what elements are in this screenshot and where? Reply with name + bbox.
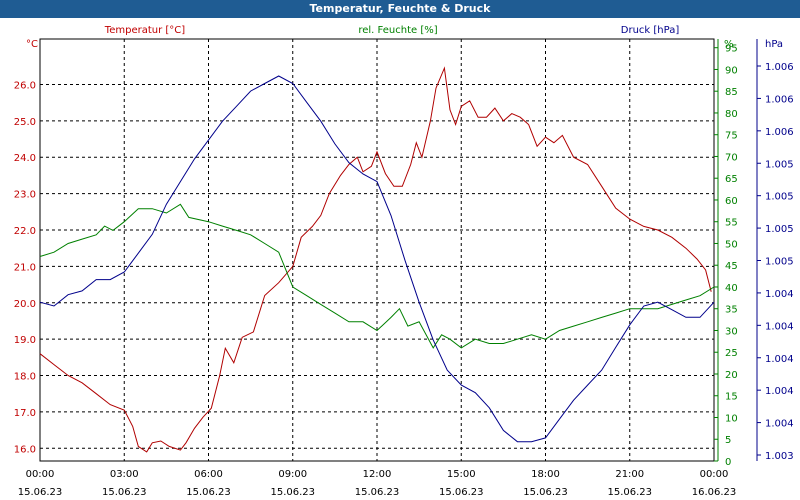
y-right1-tick: 5 — [725, 435, 731, 446]
y-right2-tick: 1.005 — [765, 224, 794, 235]
y-right1-tick: 0 — [725, 457, 731, 468]
y-right2-tick: 1.004 — [765, 419, 794, 430]
series-layer — [39, 66, 715, 453]
x-tick-time: 00:00 — [26, 469, 55, 480]
chart-area: 00:00 15.06.23 03:00 15.06.23 06:00 15.06.23 0… — [14, 25, 794, 498]
y-right2-unit: hPa — [765, 39, 783, 50]
x-tick-time: 12:00 — [363, 469, 392, 480]
y-right1-tick: 60 — [725, 196, 738, 207]
y-right2-tick: 1.006 — [765, 94, 794, 105]
y-right1-tick: 45 — [725, 261, 738, 272]
y-right1-tick: 80 — [725, 109, 738, 120]
y-right2-tick: 1.005 — [765, 192, 794, 203]
y-right2-tick: 1.004 — [765, 386, 794, 397]
y-right1-unit: % — [724, 39, 734, 50]
y-left-tick: 24.0 — [14, 153, 36, 164]
x-tick-time: 21:00 — [615, 469, 644, 480]
y-right1-tick: 40 — [725, 283, 738, 294]
x-tick-time: 15:00 — [447, 469, 476, 480]
y-right1-tick: 15 — [725, 392, 738, 403]
y-left-tick: 21.0 — [14, 262, 36, 273]
y-right2-tick: 1.003 — [765, 451, 794, 462]
y-right1-tick: 25 — [725, 348, 738, 359]
y-right1-tick: 75 — [725, 131, 738, 142]
y-right2-label: Druck [hPa] — [621, 25, 680, 36]
y-right1-tick: 85 — [725, 87, 738, 98]
x-tick-time: 03:00 — [110, 469, 139, 480]
y-right1-tick: 90 — [725, 65, 738, 76]
series-line-right1 — [39, 203, 715, 349]
x-tick-date: 15.06.23 — [607, 487, 652, 498]
y-left-tick: 20.0 — [14, 299, 36, 310]
ticks-layer: 00:00 15.06.23 03:00 15.06.23 06:00 15.06.23 0… — [14, 25, 794, 498]
x-tick-date: 16.06.23 — [692, 487, 737, 498]
x-tick-date: 15.06.23 — [18, 487, 63, 498]
series-line-right2 — [39, 75, 715, 443]
y-left-tick: 23.0 — [14, 190, 36, 201]
axes-layer — [39, 38, 758, 462]
y-right2-tick: 1.004 — [765, 354, 794, 365]
x-tick-date: 15.06.23 — [355, 487, 400, 498]
y-right1-tick: 70 — [725, 152, 738, 163]
y-left-tick: 22.0 — [14, 226, 36, 237]
y-left-tick: 25.0 — [14, 117, 36, 128]
y-left-tick: 19.0 — [14, 335, 36, 346]
y-left-tick: 16.0 — [14, 444, 36, 455]
y-right1-tick: 10 — [725, 413, 738, 424]
y-right2-tick: 1.006 — [765, 62, 794, 73]
y-right2-tick: 1.005 — [765, 257, 794, 268]
y-left-tick: 17.0 — [14, 408, 36, 419]
y-right1-tick: 35 — [725, 305, 738, 316]
x-tick-date: 15.06.23 — [439, 487, 484, 498]
y-left-unit: °C — [26, 39, 38, 50]
chart-title: Temperatur, Feuchte & Druck — [0, 0, 800, 18]
x-tick-time: 18:00 — [531, 469, 560, 480]
x-tick-date: 15.06.23 — [270, 487, 315, 498]
series-line-left — [39, 66, 712, 453]
y-right2-tick: 1.005 — [765, 159, 794, 170]
x-tick-time: 06:00 — [194, 469, 223, 480]
y-right1-tick: 95 — [725, 44, 738, 55]
y-right1-tick: 55 — [725, 218, 738, 229]
x-tick-date: 15.06.23 — [186, 487, 231, 498]
y-right1-tick: 30 — [725, 326, 738, 337]
y-left-tick: 26.0 — [14, 80, 36, 91]
x-tick-date: 15.06.23 — [102, 487, 147, 498]
y-right1-tick: 20 — [725, 370, 738, 381]
y-left-tick: 18.0 — [14, 372, 36, 383]
y-right2-tick: 1.004 — [765, 321, 794, 332]
x-tick-time: 00:00 — [700, 469, 729, 480]
x-tick-date: 15.06.23 — [523, 487, 568, 498]
y-right1-label: rel. Feuchte [%] — [358, 25, 437, 36]
y-right2-tick: 1.006 — [765, 127, 794, 138]
y-left-label: Temperatur [°C] — [104, 25, 185, 36]
grid-layer — [40, 39, 714, 461]
y-right1-tick: 65 — [725, 174, 738, 185]
x-tick-time: 09:00 — [278, 469, 307, 480]
y-right2-tick: 1.004 — [765, 289, 794, 300]
y-right1-tick: 50 — [725, 239, 738, 250]
